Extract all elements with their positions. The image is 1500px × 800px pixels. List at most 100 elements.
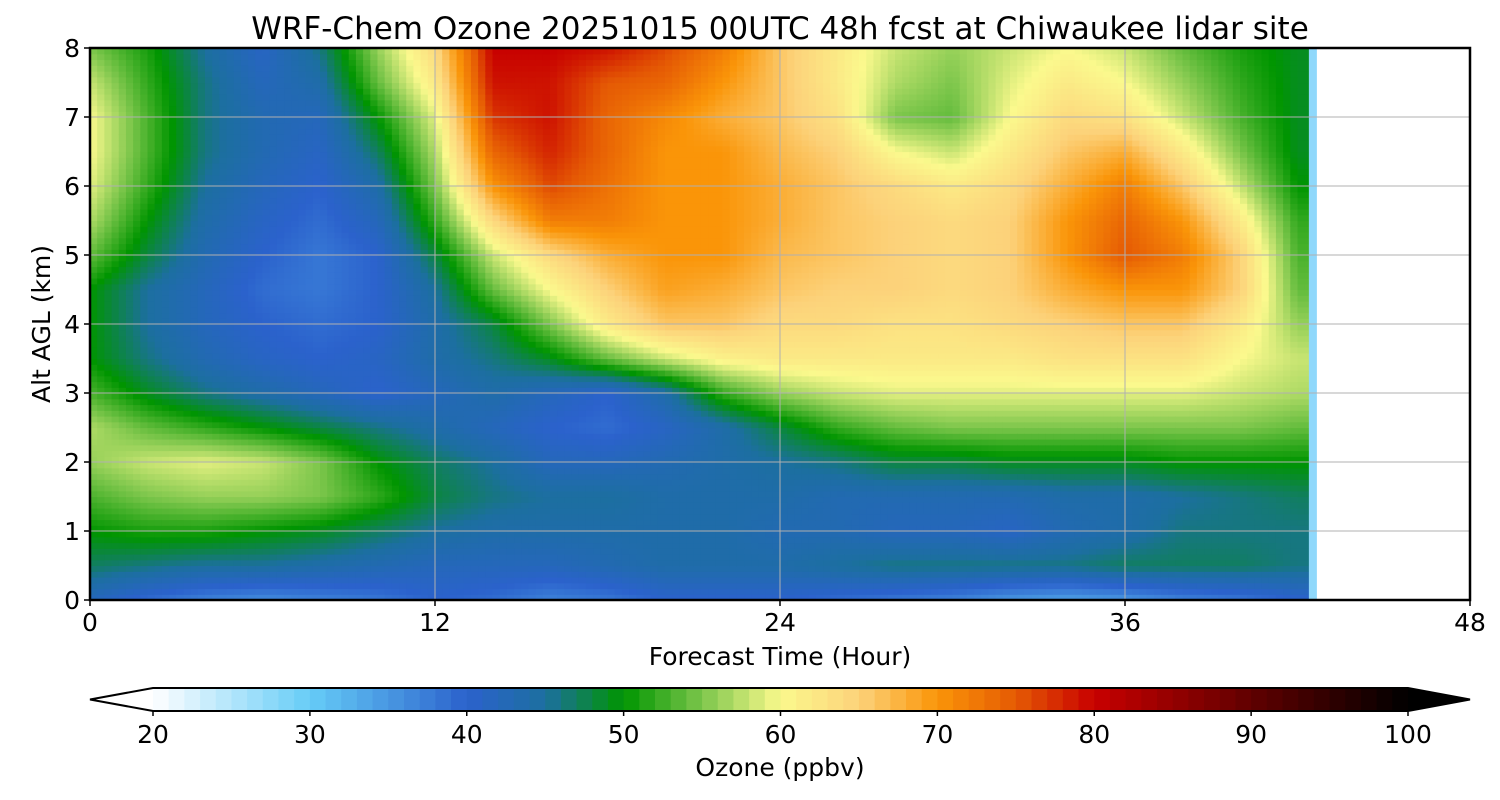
heat-cell xyxy=(284,94,292,101)
heat-cell xyxy=(255,128,264,135)
heat-cell xyxy=(413,381,422,388)
heat-cell xyxy=(240,301,249,308)
heat-cell xyxy=(140,105,149,112)
heat-cell xyxy=(341,404,350,411)
heat-cell xyxy=(140,554,149,561)
heat-cell xyxy=(435,594,443,600)
heat-cell xyxy=(255,462,264,469)
heat-cell xyxy=(154,393,163,400)
heat-cell xyxy=(298,341,307,348)
heat-cell xyxy=(427,312,436,319)
heat-cell xyxy=(363,48,371,55)
heat-cell xyxy=(341,341,350,348)
heat-cell xyxy=(305,318,314,325)
heat-cell xyxy=(435,243,443,250)
heat-cell xyxy=(90,249,98,256)
heat-cell xyxy=(104,393,113,400)
heat-cell xyxy=(154,375,163,383)
heat-cell xyxy=(427,117,436,124)
heat-cell xyxy=(205,226,213,233)
heat-cell xyxy=(197,168,206,176)
heat-cell xyxy=(348,191,357,199)
heat-cell xyxy=(205,427,213,434)
heat-cell xyxy=(197,559,206,567)
heat-cell xyxy=(133,329,141,337)
heat-cell xyxy=(97,364,105,371)
heat-cell xyxy=(348,473,357,480)
heat-cell xyxy=(118,197,127,204)
heat-cell xyxy=(125,370,134,377)
heat-cell xyxy=(269,174,278,181)
heat-cell xyxy=(320,577,328,584)
heat-cell xyxy=(284,117,292,124)
heat-cell xyxy=(370,594,379,600)
heat-cell xyxy=(298,151,307,158)
heat-cell xyxy=(269,203,278,210)
heat-cell xyxy=(190,278,199,285)
heat-cell xyxy=(456,479,465,486)
heat-cell xyxy=(255,214,264,222)
heat-cell xyxy=(298,548,307,555)
heat-cell xyxy=(133,462,141,469)
heat-cell xyxy=(205,128,213,135)
heat-cell xyxy=(169,594,177,600)
heat-cell xyxy=(133,128,141,135)
heat-cell xyxy=(111,525,120,532)
heat-cell xyxy=(262,519,271,526)
heat-cell xyxy=(355,283,364,291)
heat-cell xyxy=(205,502,213,509)
heat-cell xyxy=(456,513,465,521)
heat-cell xyxy=(305,168,314,176)
heat-cell xyxy=(183,467,192,475)
heat-cell xyxy=(413,53,422,61)
heat-cell xyxy=(298,48,307,55)
heat-cell xyxy=(348,519,357,526)
heat-cell xyxy=(240,531,249,538)
heat-cell xyxy=(197,358,206,365)
heat-cell xyxy=(212,588,220,595)
heat-cell xyxy=(377,186,386,193)
heat-cell xyxy=(147,352,156,360)
heat-cell xyxy=(140,433,149,440)
heat-cell xyxy=(377,410,386,417)
heat-cell xyxy=(291,582,300,590)
heat-cell xyxy=(190,180,199,187)
heat-cell xyxy=(140,283,149,291)
heat-cell xyxy=(255,145,264,153)
heat-cell xyxy=(442,266,450,273)
heat-cell xyxy=(427,364,436,371)
heat-cell xyxy=(183,393,192,400)
heat-cell xyxy=(133,548,141,555)
heat-cell xyxy=(233,163,242,170)
heat-cell xyxy=(420,191,429,199)
heat-cell xyxy=(147,536,156,544)
heat-cell xyxy=(183,53,192,61)
heat-cell xyxy=(276,163,285,170)
heat-cell xyxy=(442,582,450,590)
heat-cell xyxy=(140,272,149,279)
heat-cell xyxy=(305,105,314,112)
heat-cell xyxy=(449,71,458,78)
heat-cell xyxy=(298,473,307,480)
heat-cell xyxy=(291,513,300,521)
heat-cell xyxy=(334,565,343,572)
heat-cell xyxy=(320,358,328,365)
heat-cell xyxy=(320,197,328,204)
heat-cell xyxy=(133,381,141,388)
heat-cell xyxy=(456,536,465,544)
heat-cell xyxy=(456,467,465,475)
heat-cell xyxy=(442,324,450,331)
heat-cell xyxy=(212,71,220,78)
heat-cell xyxy=(391,168,400,176)
heat-cell xyxy=(97,496,105,503)
heat-cell xyxy=(169,243,177,250)
heat-cell xyxy=(240,99,249,107)
heat-cell xyxy=(262,462,271,469)
heat-cell xyxy=(183,180,192,187)
heat-cell xyxy=(435,473,443,480)
heat-cell xyxy=(427,416,436,423)
heat-cell xyxy=(391,88,400,95)
heat-cell xyxy=(399,266,407,273)
heat-cell xyxy=(133,577,141,584)
heat-cell xyxy=(348,531,357,538)
